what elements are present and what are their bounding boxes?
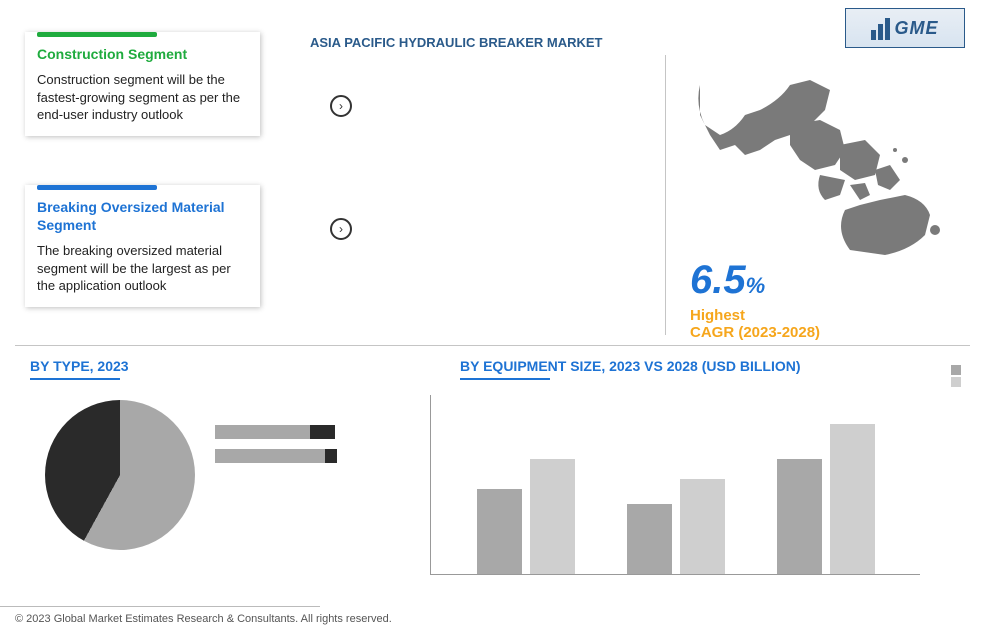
insight-card-breaking: Breaking Oversized Material Segment The … [25,185,260,307]
cagr-highest-label: Highest [690,307,820,324]
gme-logo: GME [845,8,965,48]
legend-bar-segment [325,449,337,463]
chevron-right-icon: › [330,218,352,240]
chevron-right-icon: › [330,95,352,117]
legend-swatch [951,377,961,387]
copyright-footer: © 2023 Global Market Estimates Research … [15,613,392,625]
legend-row [951,365,965,375]
bar-group [471,459,581,574]
title-underline [30,378,120,380]
cagr-suffix: % [746,273,766,298]
card-title: Breaking Oversized Material Segment [37,198,248,234]
logo-text: GME [894,18,938,39]
legend-swatch [951,365,961,375]
pie-chart-title: BY TYPE, 2023 [30,358,129,374]
bar-2023 [627,504,672,574]
cagr-stat: 6.5% Highest CAGR (2023-2028) [690,258,820,341]
bar-chart [430,395,920,575]
pie-legend-bars [215,425,355,473]
asia-pacific-map [690,55,950,255]
bar-2028 [530,459,575,574]
title-underline [460,378,550,380]
logo-bars-icon [871,16,890,40]
bar-2023 [477,489,522,574]
card-accent-bar [37,185,157,190]
bar-2028 [680,479,725,574]
cagr-range-label: CAGR (2023-2028) [690,324,820,341]
card-accent-bar [37,32,157,37]
bar-group [771,424,881,574]
bar-2028 [830,424,875,574]
legend-bar-row [215,425,355,439]
bar-chart-legend [951,365,965,389]
legend-bar-row [215,449,355,463]
horizontal-divider [15,345,970,346]
legend-row [951,377,965,387]
legend-bar-segment [310,425,335,439]
bar-chart-title: BY EQUIPMENT SIZE, 2023 VS 2028 (USD BIL… [460,358,801,374]
legend-bar-segment [215,425,310,439]
pie-chart [45,400,195,550]
card-body: Construction segment will be the fastest… [37,71,248,124]
legend-bar-segment [215,449,325,463]
card-title: Construction Segment [37,45,248,63]
cagr-value: 6.5 [690,258,746,302]
vertical-divider [665,55,666,335]
card-body: The breaking oversized material segment … [37,242,248,295]
bar-2023 [777,459,822,574]
page-title: ASIA PACIFIC HYDRAULIC BREAKER MARKET [310,35,603,50]
insight-card-construction: Construction Segment Construction segmen… [25,32,260,136]
footer-divider [0,606,320,607]
bar-group [621,479,731,574]
